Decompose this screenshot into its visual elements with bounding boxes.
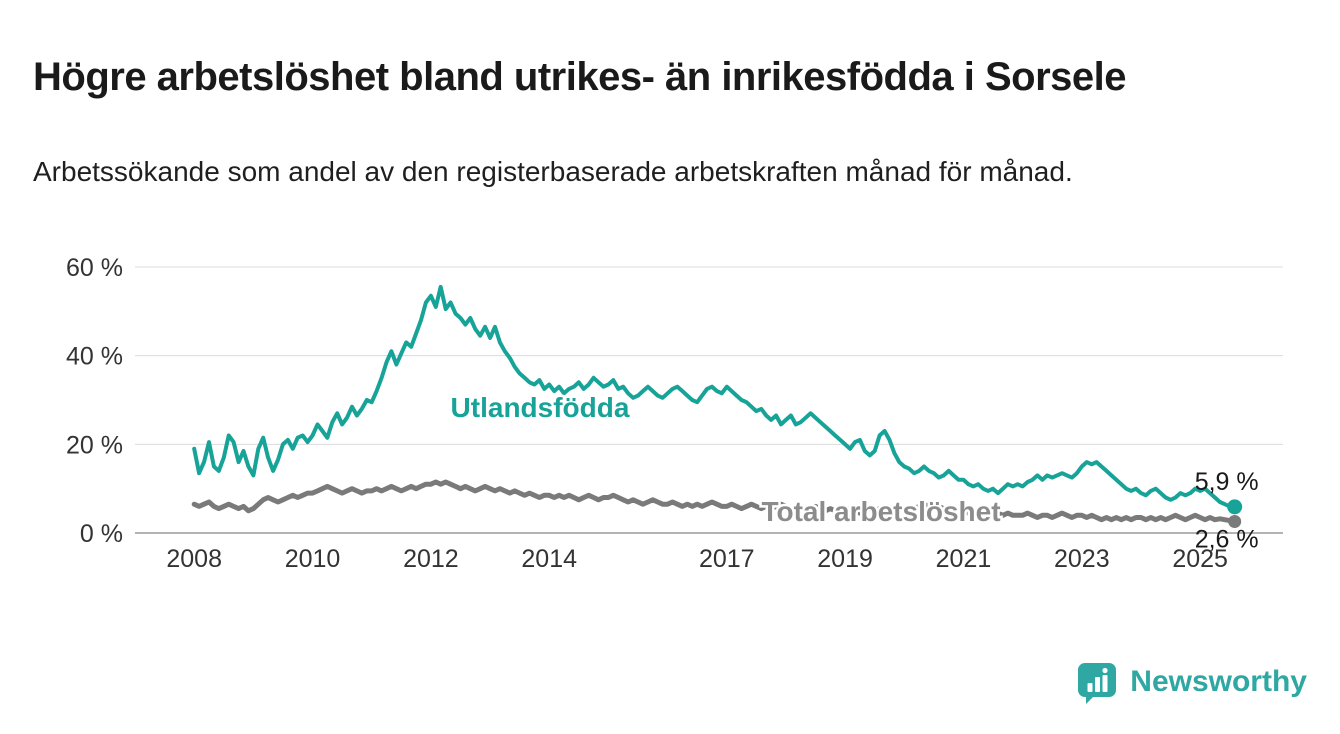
x-tick-label: 2021 [936,545,992,573]
chart-subtitle: Arbetssökande som andel av den registerb… [33,156,1073,187]
x-tick-label: 2014 [521,545,577,573]
x-tick-label: 2017 [699,545,755,573]
series-line-1 [191,479,1238,524]
series-line-0 [192,284,1237,509]
y-tick-label: 40 % [66,343,123,371]
x-tick-label: 2012 [403,545,459,573]
end-value-label-1: 2,6 % [1195,525,1259,553]
y-tick-label: 0 % [80,520,123,548]
end-dot-0 [1227,499,1243,515]
x-tick-label: 2010 [285,545,341,573]
y-tick-label: 60 % [66,254,123,282]
unemployment-line-chart: 0 % 20 % 40 % 60 % 2008 2010 2012 2014 2017 2019 2… [66,254,1283,573]
series-label-0: Utlandsfödda [451,392,630,423]
newsworthy-bar-chart-bubble-icon [1078,663,1117,704]
series-label-1: Total arbetslöshet [761,496,1000,527]
page-title: Högre arbetslöshet bland utrikes- än inr… [33,54,1127,99]
x-tick-label: 2008 [166,545,222,573]
y-tick-label: 20 % [66,431,123,459]
end-dot-1 [1228,514,1242,528]
brand-name: Newsworthy [1130,665,1307,698]
end-value-label-0: 5,9 % [1195,468,1259,496]
newsworthy-logo: Newsworthy [1075,660,1307,704]
x-tick-label: 2023 [1054,545,1110,573]
x-tick-label: 2025 [1172,545,1228,573]
x-tick-label: 2019 [817,545,873,573]
